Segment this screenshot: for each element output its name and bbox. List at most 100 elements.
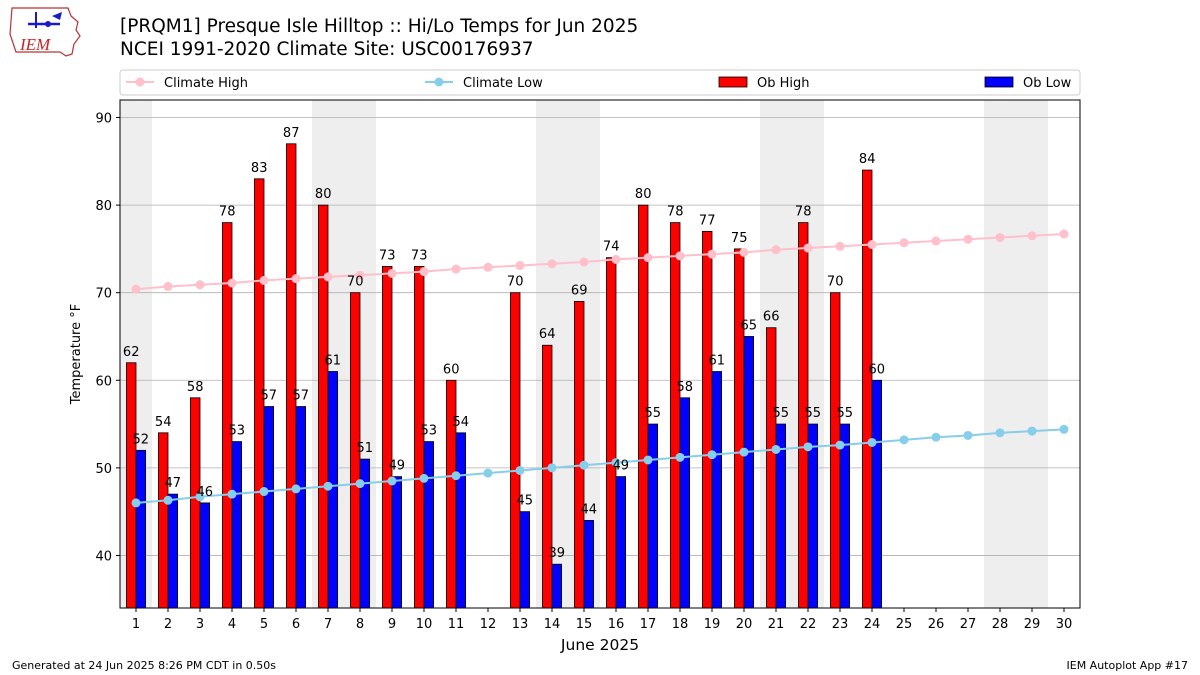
- ob-low-bar: [551, 563, 563, 609]
- climate-high-point: [579, 257, 589, 267]
- x-tick-label: 15: [576, 617, 593, 632]
- ob-low-bar-label: 47: [165, 476, 182, 491]
- climate-high-point: [451, 264, 461, 274]
- ob-low-bar: [839, 423, 851, 609]
- climate-high-point: [515, 261, 525, 271]
- climate-high-point: [131, 284, 141, 294]
- climate-high-point: [995, 233, 1005, 243]
- climate-high-point: [387, 268, 397, 278]
- ob-low-bar-label: 55: [805, 406, 822, 421]
- ob-high-bar-label: 73: [379, 248, 396, 263]
- iem-logo: IEM: [8, 4, 82, 60]
- x-tick-label: 21: [768, 617, 785, 632]
- ob-high-bar-label: 62: [123, 345, 140, 360]
- x-tick-label: 11: [448, 617, 465, 632]
- climate-low-point: [867, 437, 877, 447]
- ob-high-bar: [734, 248, 745, 609]
- climate-low-point: [995, 428, 1005, 438]
- climate-high-point: [643, 253, 653, 263]
- ob-high-bar-label: 70: [347, 275, 364, 290]
- x-tick-label: 26: [928, 617, 945, 632]
- climate-high-point: [739, 247, 749, 257]
- ob-low-bar-label: 49: [389, 459, 406, 474]
- x-tick-label: 5: [260, 617, 268, 632]
- climate-high-point: [963, 234, 973, 244]
- ob-low-bar: [455, 432, 467, 609]
- weekend-shade: [984, 100, 1016, 608]
- chart-title: [PRQM1] Presque Isle Hilltop :: Hi/Lo Te…: [120, 16, 639, 37]
- legend-ob-low-label: Ob Low: [1023, 76, 1072, 91]
- legend-ob-low-swatch: [984, 76, 1014, 88]
- ob-high-bar-label: 70: [507, 275, 524, 290]
- climate-high-point: [163, 282, 173, 292]
- x-tick-label: 1: [132, 617, 140, 632]
- ob-high-bar: [702, 230, 713, 609]
- ob-low-bar-label: 65: [741, 318, 758, 333]
- ob-high-bar-label: 70: [827, 275, 844, 290]
- legend-climate-high-marker: [135, 77, 145, 87]
- x-tick-label: 29: [1024, 617, 1041, 632]
- x-tick-label: 3: [196, 617, 204, 632]
- ob-high-bar-label: 73: [411, 248, 428, 263]
- climate-low-point: [259, 487, 269, 497]
- chart-subtitle: NCEI 1991-2020 Climate Site: USC00176937: [120, 39, 534, 60]
- climate-low-line: [135, 428, 1065, 504]
- ob-low-bar-label: 61: [325, 354, 342, 369]
- ob-low-bar: [231, 441, 243, 609]
- legend-ob-high-label: Ob High: [757, 76, 810, 91]
- climate-low-point: [451, 471, 461, 481]
- legend-box: [119, 69, 1081, 96]
- ob-high-bar-label: 78: [795, 205, 812, 220]
- climate-high-point: [259, 275, 269, 285]
- climate-high-point: [323, 272, 333, 282]
- legend-ob-high-swatch: [718, 76, 748, 88]
- y-tick-label: 60: [95, 374, 112, 389]
- ob-high-bar-label: 84: [859, 152, 876, 167]
- ob-high-bar-label: 64: [539, 327, 556, 342]
- climate-high-point: [835, 241, 845, 251]
- x-tick-label: 13: [512, 617, 529, 632]
- x-axis-label: June 2025: [560, 636, 639, 654]
- ob-low-bar-label: 58: [677, 380, 694, 395]
- ob-high-bar: [189, 397, 201, 609]
- ob-low-bar-label: 53: [421, 424, 438, 439]
- ob-high-bar: [830, 292, 841, 609]
- x-tick-label: 6: [292, 617, 300, 632]
- ob-high-bar: [862, 169, 873, 609]
- x-tick-label: 2: [164, 617, 172, 632]
- y-axis-label: Temperature °F: [69, 304, 84, 405]
- ob-high-bar: [126, 362, 137, 609]
- x-tick-label: 27: [960, 617, 977, 632]
- ob-low-bar-label: 55: [837, 406, 854, 421]
- climate-high-point: [483, 262, 493, 272]
- x-tick-label: 16: [608, 617, 625, 632]
- ob-low-bar-label: 39: [549, 546, 566, 561]
- x-tick-label: 4: [228, 617, 236, 632]
- climate-high-point: [707, 249, 717, 259]
- climate-low-point: [675, 452, 685, 462]
- ob-high-bar-label: 54: [155, 415, 172, 430]
- ob-low-bar-label: 51: [357, 441, 374, 456]
- climate-low-point: [195, 492, 205, 502]
- ob-high-bar-label: 83: [251, 161, 268, 176]
- climate-low-point: [899, 435, 909, 445]
- ob-high-bar-label: 80: [315, 187, 332, 202]
- ob-high-bar: [157, 432, 169, 609]
- ob-low-bar: [679, 397, 691, 609]
- ob-high-bar-label: 69: [571, 283, 588, 298]
- climate-high-point: [611, 254, 621, 264]
- ob-low-bar: [167, 493, 179, 609]
- climate-low-point: [643, 455, 653, 465]
- climate-low-point: [419, 473, 429, 483]
- legend-climate-high-label: Climate High: [164, 76, 248, 91]
- ob-high-bar: [606, 257, 617, 609]
- climate-high-point: [1059, 229, 1069, 239]
- climate-high-point: [931, 236, 941, 246]
- climate-high-point: [675, 251, 685, 261]
- ob-low-bar: [519, 511, 531, 609]
- x-tick-label: 7: [324, 617, 332, 632]
- ob-low-bar-label: 55: [645, 406, 662, 421]
- climate-low-point: [131, 498, 141, 508]
- x-tick-label: 18: [672, 617, 689, 632]
